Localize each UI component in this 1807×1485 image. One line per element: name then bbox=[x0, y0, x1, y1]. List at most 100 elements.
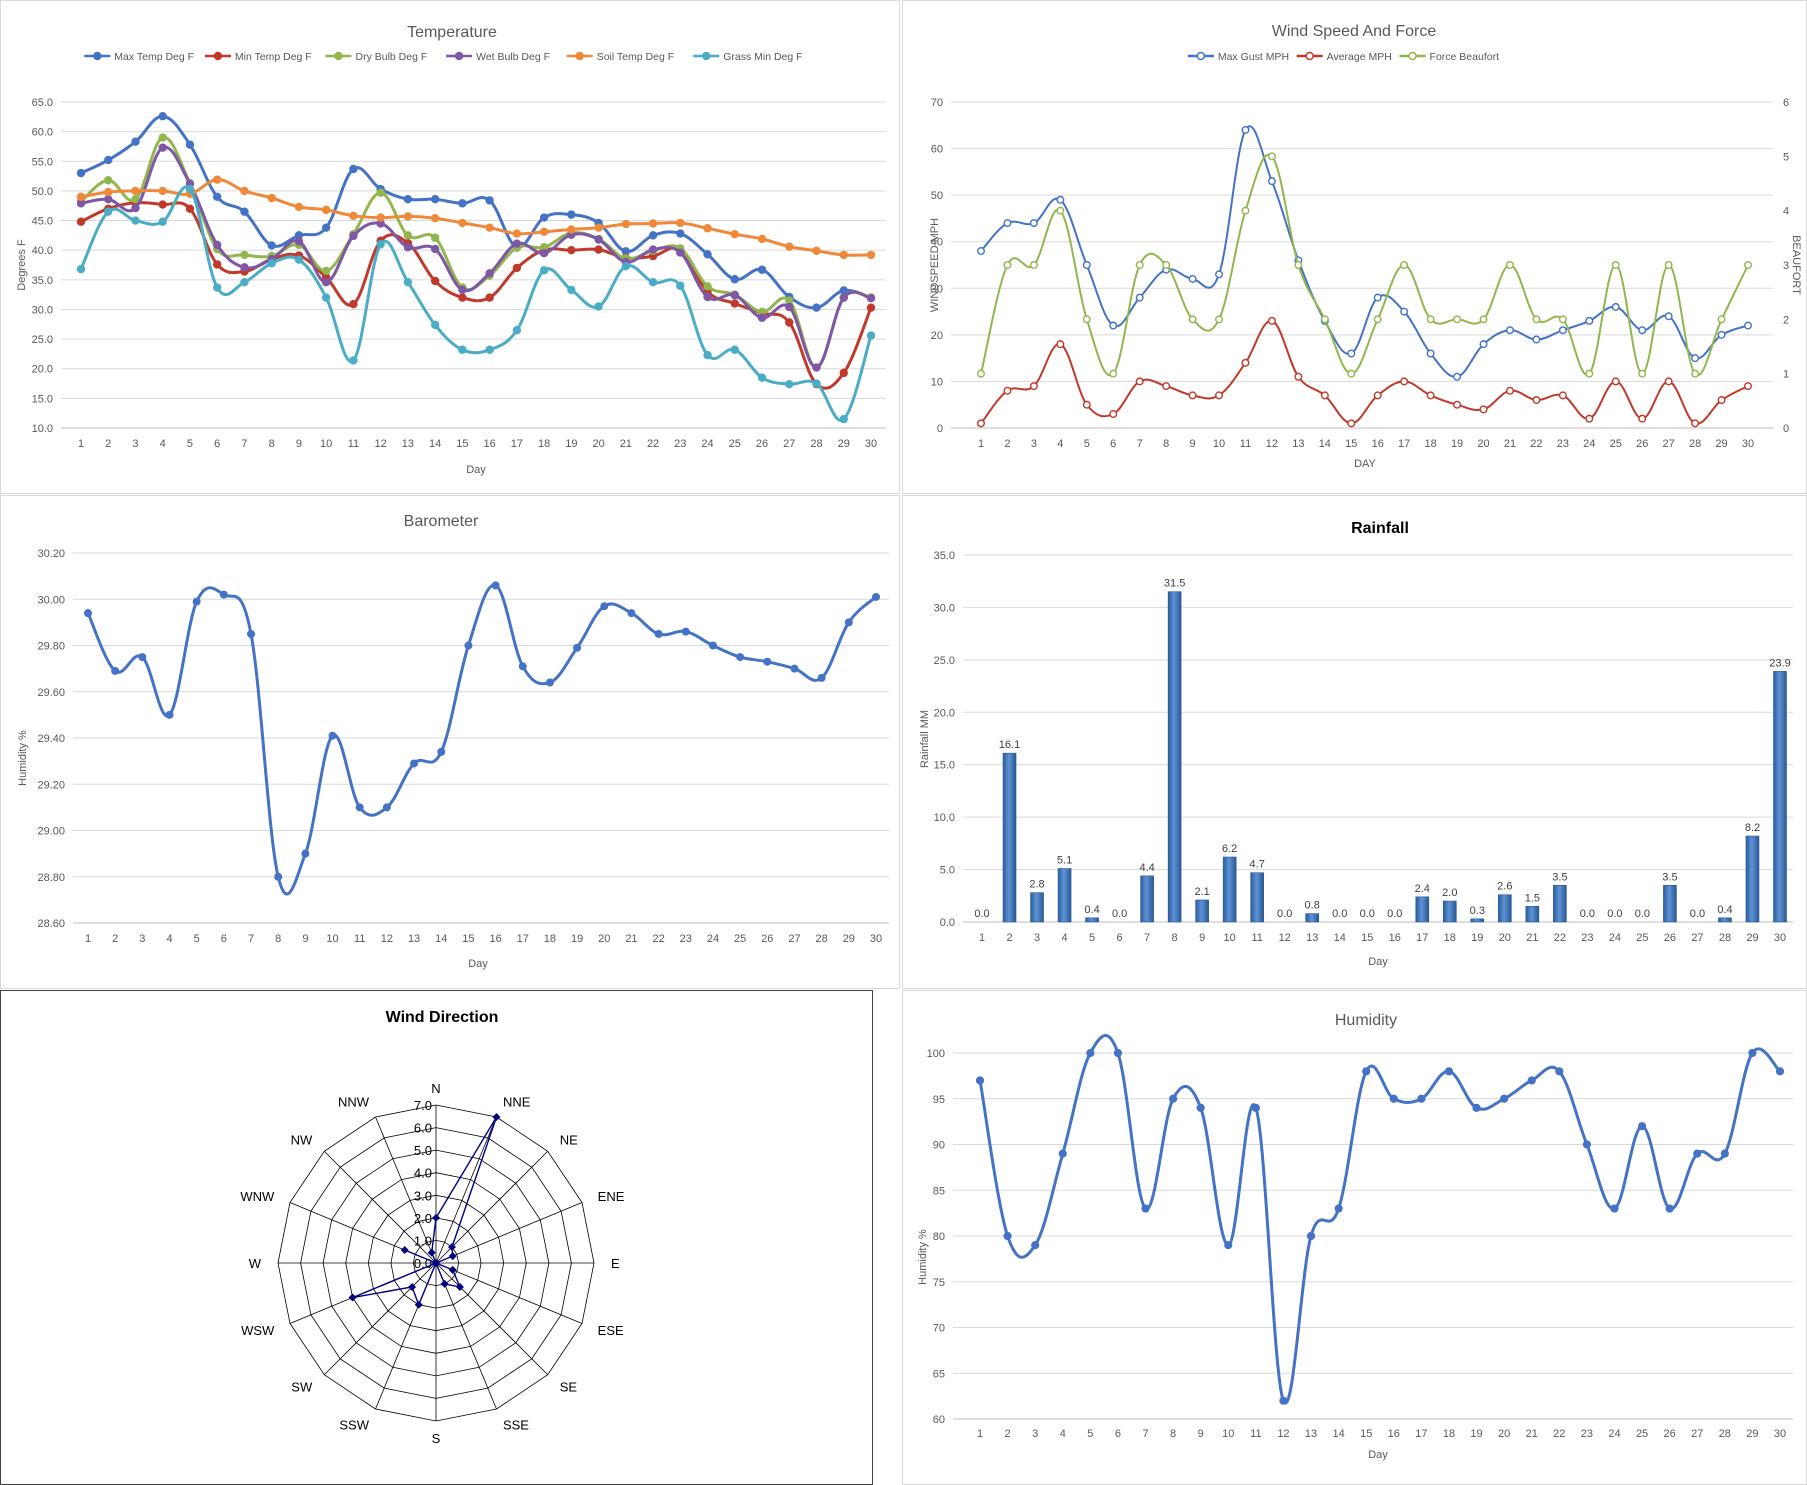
x-tick-label: 11 bbox=[348, 438, 359, 450]
x-tick-label: 1 bbox=[85, 933, 91, 945]
y-tick-label: 35.0 bbox=[32, 275, 53, 287]
data-point-grass-min-deg-f-34 bbox=[676, 281, 685, 290]
data-point-average-mph-1 bbox=[976, 419, 985, 428]
data-point-max-gust-mph-18 bbox=[1479, 340, 1488, 349]
y-tick-label-right: 4 bbox=[1783, 206, 1789, 218]
bar-day-26 bbox=[1663, 884, 1677, 923]
bar-day-30 bbox=[1773, 671, 1787, 923]
x-tick-label: 17 bbox=[511, 438, 523, 450]
y-tick-label: 20.0 bbox=[934, 707, 955, 719]
data-point-soil-temp-deg-f-39.2 bbox=[839, 250, 848, 260]
data-point-line-94 bbox=[1251, 1103, 1260, 1113]
data-point-soil-temp-deg-f-39.2 bbox=[866, 250, 876, 260]
data-point-force-beaufort-2 bbox=[1188, 315, 1197, 324]
x-tick-label: 1 bbox=[979, 932, 985, 944]
data-point-line-29.85 bbox=[654, 629, 663, 638]
data-point-average-mph-7 bbox=[1373, 391, 1382, 400]
x-tick-label: 26 bbox=[1664, 1428, 1676, 1440]
bar-day-20 bbox=[1498, 894, 1512, 923]
x-tick-label: 25 bbox=[1636, 1428, 1648, 1440]
x-tick-label: 23 bbox=[674, 438, 686, 450]
chart-title: Temperature bbox=[407, 24, 497, 41]
temperature-chart-svg: Temperature Max Temp Deg F Min Temp Deg F D… bbox=[16, 24, 886, 476]
data-point-soil-temp-deg-f-39.9 bbox=[812, 246, 821, 255]
data-point-average-mph-8 bbox=[1003, 386, 1012, 395]
y-tick-label: 10 bbox=[931, 376, 943, 388]
data-point-soil-temp-deg-f-41.9 bbox=[757, 234, 767, 244]
x-tick-label: 13 bbox=[1292, 438, 1304, 450]
data-point-max-gust-mph-44 bbox=[1003, 219, 1012, 228]
data-point-line-97 bbox=[975, 1076, 985, 1085]
data-point-max-gust-mph-21 bbox=[1505, 326, 1514, 335]
data-point-soil-temp-deg-f-46.8 bbox=[321, 205, 331, 215]
data-point-max-temp-deg-f-36.7 bbox=[757, 265, 767, 274]
data-point-wet-bulb-deg-f-32.4 bbox=[730, 291, 739, 300]
data-point-force-beaufort-3 bbox=[1505, 261, 1514, 270]
x-tick-label: 2 bbox=[1006, 932, 1012, 944]
data-point-line-80 bbox=[1003, 1231, 1012, 1241]
data-point-grass-min-deg-f-17.4 bbox=[785, 379, 794, 389]
bar-day-21 bbox=[1525, 905, 1540, 923]
bar-day-10 bbox=[1222, 856, 1237, 923]
radar-tick-label: 6.0 bbox=[414, 1121, 432, 1136]
data-point-wet-bulb-deg-f-32.1 bbox=[703, 292, 712, 302]
y-tick-label: 30 bbox=[931, 283, 943, 295]
x-tick-label: 22 bbox=[652, 933, 664, 945]
x-tick-label: 29 bbox=[1715, 438, 1727, 450]
x-tick-label: 16 bbox=[1372, 438, 1384, 450]
data-point-grass-min-deg-f-23.2 bbox=[485, 345, 494, 354]
data-label-day-23: 0.0 bbox=[1580, 908, 1595, 920]
x-tick-label: 19 bbox=[1470, 1428, 1482, 1440]
x-tick-label: 20 bbox=[1499, 932, 1511, 944]
radar-axis-label-se: SE bbox=[560, 1380, 578, 1395]
data-point-max-gust-mph-44 bbox=[1029, 219, 1038, 228]
data-point-line-89 bbox=[1058, 1149, 1067, 1158]
data-point-force-beaufort-3 bbox=[1294, 261, 1303, 270]
data-point-average-mph-10 bbox=[1135, 377, 1144, 386]
radar-spoke bbox=[435, 1116, 497, 1264]
data-point-dry-bulb-deg-f-59 bbox=[158, 133, 167, 142]
data-point-line-29.99 bbox=[192, 597, 201, 606]
x-tick-label: 10 bbox=[1222, 1428, 1234, 1440]
radar-point-wsw bbox=[348, 1293, 357, 1302]
data-point-max-gust-mph-32 bbox=[1188, 274, 1197, 283]
radar-axis-label-wnw: WNW bbox=[240, 1189, 275, 1204]
data-point-dry-bulb-deg-f-48.6 bbox=[131, 195, 140, 204]
data-point-grass-min-deg-f-23.2 bbox=[458, 345, 467, 354]
data-point-line-30.01 bbox=[872, 592, 881, 601]
data-label-day-2: 16.1 bbox=[999, 739, 1020, 751]
bar-day-11 bbox=[1250, 872, 1264, 923]
wind-speed-chart: Wind Speed And Force Max Gust MPH Average … bbox=[902, 0, 1807, 494]
bar-day-4 bbox=[1057, 868, 1072, 923]
data-point-line-30.02 bbox=[219, 590, 228, 599]
x-tick-label: 26 bbox=[1664, 932, 1676, 944]
series-line-line bbox=[978, 1034, 1782, 1405]
data-label-day-24: 0.0 bbox=[1607, 908, 1622, 920]
x-tick-label: 1 bbox=[978, 438, 984, 450]
x-tick-label: 8 bbox=[275, 933, 281, 945]
y-tick-label: 80 bbox=[933, 1231, 945, 1243]
y-tick-label: 55.0 bbox=[32, 156, 53, 168]
data-point-line-29.7 bbox=[790, 664, 799, 673]
data-point-min-temp-deg-f-19.3 bbox=[839, 368, 848, 378]
legend-marker-wet-bulb-deg-f bbox=[454, 51, 464, 61]
data-point-soil-temp-deg-f-42.8 bbox=[512, 229, 522, 238]
data-point-grass-min-deg-f-45 bbox=[131, 216, 140, 225]
x-tick-label: 12 bbox=[375, 438, 387, 450]
data-point-soil-temp-deg-f-45.4 bbox=[430, 213, 440, 223]
data-point-max-temp-deg-f-62.6 bbox=[158, 112, 167, 121]
y-tick-label: 29.80 bbox=[37, 641, 65, 653]
data-point-max-gust-mph-28 bbox=[1135, 293, 1144, 302]
y-tick-label: 85 bbox=[933, 1185, 945, 1197]
x-tick-label: 7 bbox=[1142, 1428, 1148, 1440]
data-point-force-beaufort-3 bbox=[1400, 261, 1409, 270]
data-point-grass-min-deg-f-18.5 bbox=[757, 373, 767, 382]
data-point-max-temp-deg-f-48.4 bbox=[485, 196, 494, 205]
data-point-min-temp-deg-f-34.8 bbox=[430, 276, 440, 286]
barometer-chart-svg: Barometer 28.60 28.80 29.00 29.20 29.40 29.60 2… bbox=[17, 513, 889, 970]
legend-label-min-temp-deg-f: Min Temp Deg F bbox=[235, 51, 312, 63]
x-tick-label: 15 bbox=[456, 438, 468, 450]
x-tick-label: 18 bbox=[538, 438, 550, 450]
radar-point-nnw bbox=[427, 1248, 436, 1257]
data-point-max-gust-mph-25 bbox=[1400, 307, 1409, 316]
